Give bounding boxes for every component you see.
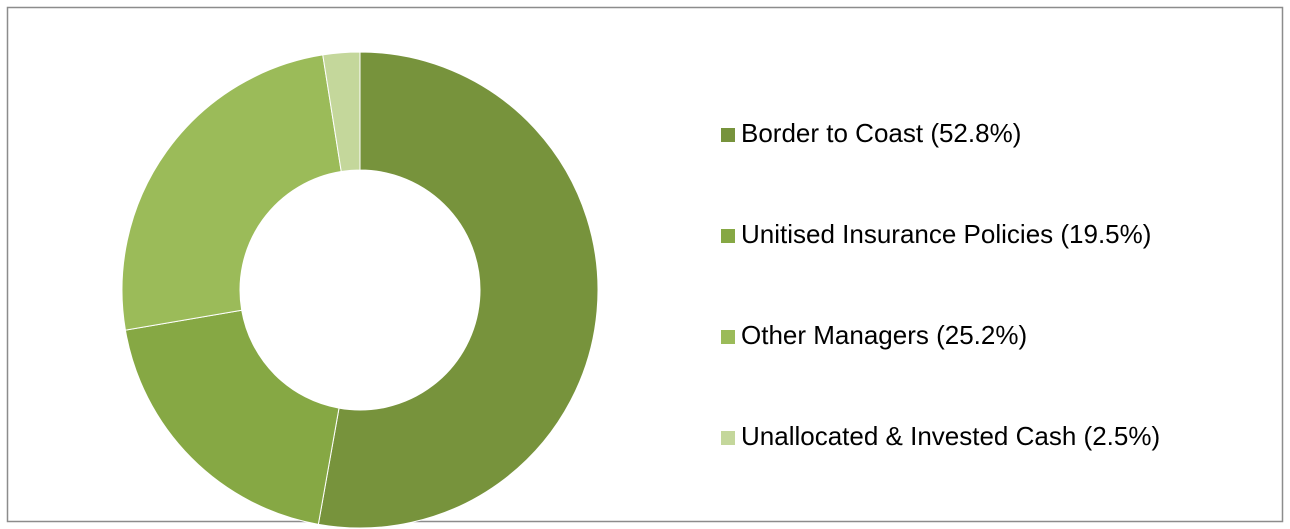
donut-slice xyxy=(124,309,340,525)
legend-label: Border to Coast (52.8%) xyxy=(741,118,1021,148)
legend-label: Unitised Insurance Policies (19.5%) xyxy=(741,219,1151,249)
donut-slice xyxy=(121,54,342,331)
donut-slice xyxy=(322,51,361,173)
legend-swatch xyxy=(721,229,735,243)
legend-swatch xyxy=(721,431,735,445)
legend-label: Unallocated & Invested Cash (2.5%) xyxy=(741,421,1160,451)
legend-label: Other Managers (25.2%) xyxy=(741,320,1027,350)
legend-swatch xyxy=(721,330,735,344)
legend-swatch xyxy=(721,128,735,142)
donut-slice xyxy=(317,51,599,529)
